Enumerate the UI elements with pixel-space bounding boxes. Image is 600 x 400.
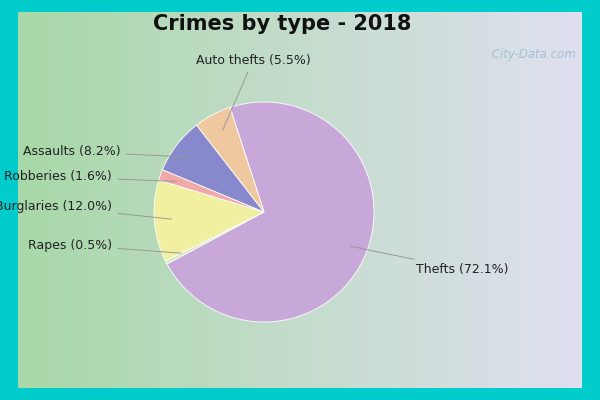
Wedge shape bbox=[159, 170, 264, 212]
Wedge shape bbox=[197, 107, 264, 212]
Text: City-Data.com: City-Data.com bbox=[488, 48, 576, 61]
Wedge shape bbox=[154, 180, 264, 261]
Text: Assaults (8.2%): Assaults (8.2%) bbox=[23, 145, 190, 158]
Text: Rapes (0.5%): Rapes (0.5%) bbox=[28, 238, 181, 253]
Text: Auto thefts (5.5%): Auto thefts (5.5%) bbox=[196, 54, 310, 130]
Text: Robberies (1.6%): Robberies (1.6%) bbox=[4, 170, 176, 183]
Wedge shape bbox=[166, 212, 264, 264]
Text: Thefts (72.1%): Thefts (72.1%) bbox=[350, 246, 508, 276]
Text: Burglaries (12.0%): Burglaries (12.0%) bbox=[0, 200, 172, 219]
Wedge shape bbox=[167, 102, 374, 322]
Text: Crimes by type - 2018: Crimes by type - 2018 bbox=[153, 14, 411, 34]
Wedge shape bbox=[163, 125, 264, 212]
